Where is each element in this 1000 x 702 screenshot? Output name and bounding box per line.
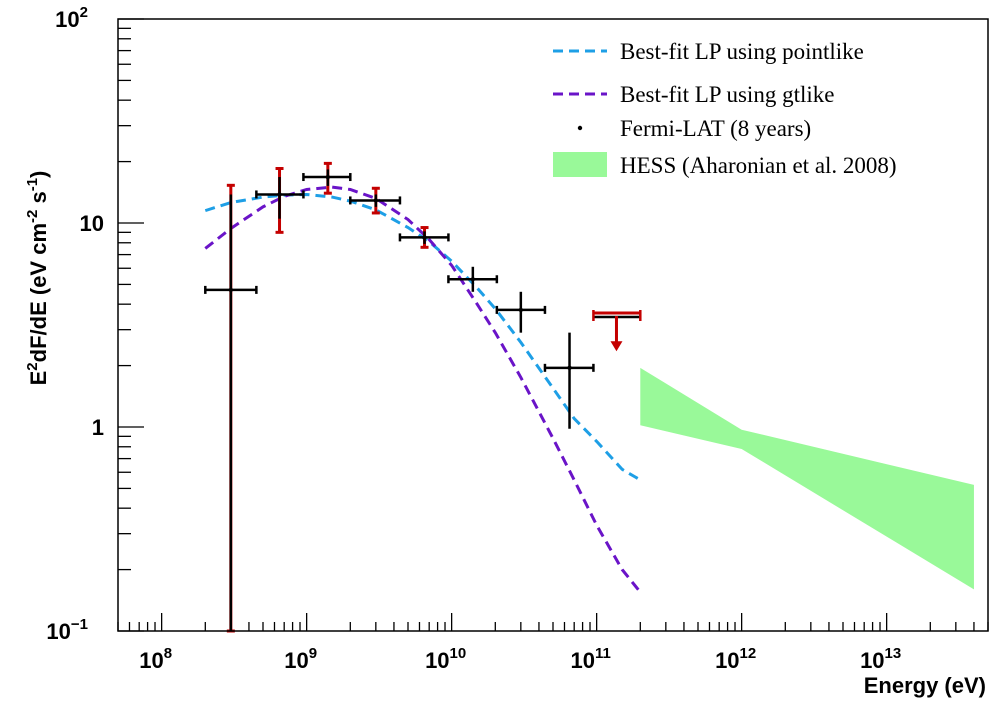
legend-label-fermi: Fermi-LAT (8 years) — [620, 116, 811, 141]
x-tick-label: 1013 — [860, 645, 901, 673]
hess-band — [640, 367, 974, 590]
y-tick-label: 10 — [80, 211, 104, 236]
upper-limit — [592, 310, 642, 352]
plot-frame — [117, 18, 989, 632]
fermi-data-point — [255, 166, 305, 234]
y-tick-label: 1 — [92, 415, 104, 440]
y-tick-label: 10−1 — [46, 616, 88, 644]
legend: Best-fit LP using pointlike Best-fit LP … — [553, 39, 897, 178]
upper-limit-arrow-head — [610, 341, 623, 352]
gtlike-curve — [204, 185, 642, 594]
x-tick-label: 1011 — [570, 645, 610, 673]
x-tick-label: 1010 — [425, 645, 466, 673]
x-tick-label: 109 — [284, 645, 317, 673]
fermi-data-point — [543, 332, 595, 429]
fermi-marker — [567, 365, 572, 371]
legend-swatch-fermi — [577, 125, 583, 131]
x-axis-label: Energy (eV) — [864, 673, 986, 698]
fermi-marker — [518, 307, 524, 313]
x-tick-label: 108 — [139, 645, 172, 673]
fermi-marker — [470, 277, 476, 282]
axes — [117, 18, 989, 632]
y-axis-label: E2dF/dE (eV cm-2 s-1) — [24, 171, 51, 386]
fermi-data-point — [495, 291, 547, 333]
fermi-marker — [422, 235, 427, 240]
fermi-data-point — [447, 266, 499, 292]
fermi-marker — [373, 198, 379, 203]
fermi-data-point — [398, 226, 450, 249]
fermi-data-point — [302, 161, 352, 195]
y-axis-ticks: 10−1 1 10 102 — [46, 4, 144, 644]
legend-swatch-hess — [553, 152, 607, 177]
fermi-marker — [228, 287, 234, 293]
x-axis-ticks: 108 109 1010 1011 1012 1013 — [117, 613, 989, 673]
legend-label-gtlike: Best-fit LP using gtlike — [620, 82, 834, 107]
legend-label-pointlike: Best-fit LP using pointlike — [620, 39, 864, 64]
fermi-points-layer — [204, 161, 642, 633]
legend-label-hess: HESS (Aharonian et al. 2008) — [620, 153, 897, 178]
y-tick-label: 102 — [55, 4, 88, 32]
fermi-data-point — [349, 186, 402, 215]
fermi-marker — [325, 174, 331, 180]
hess-band-layer — [640, 367, 974, 590]
x-tick-label: 1012 — [715, 645, 756, 673]
fermi-marker — [277, 192, 282, 197]
fermi-data-point — [204, 183, 258, 633]
